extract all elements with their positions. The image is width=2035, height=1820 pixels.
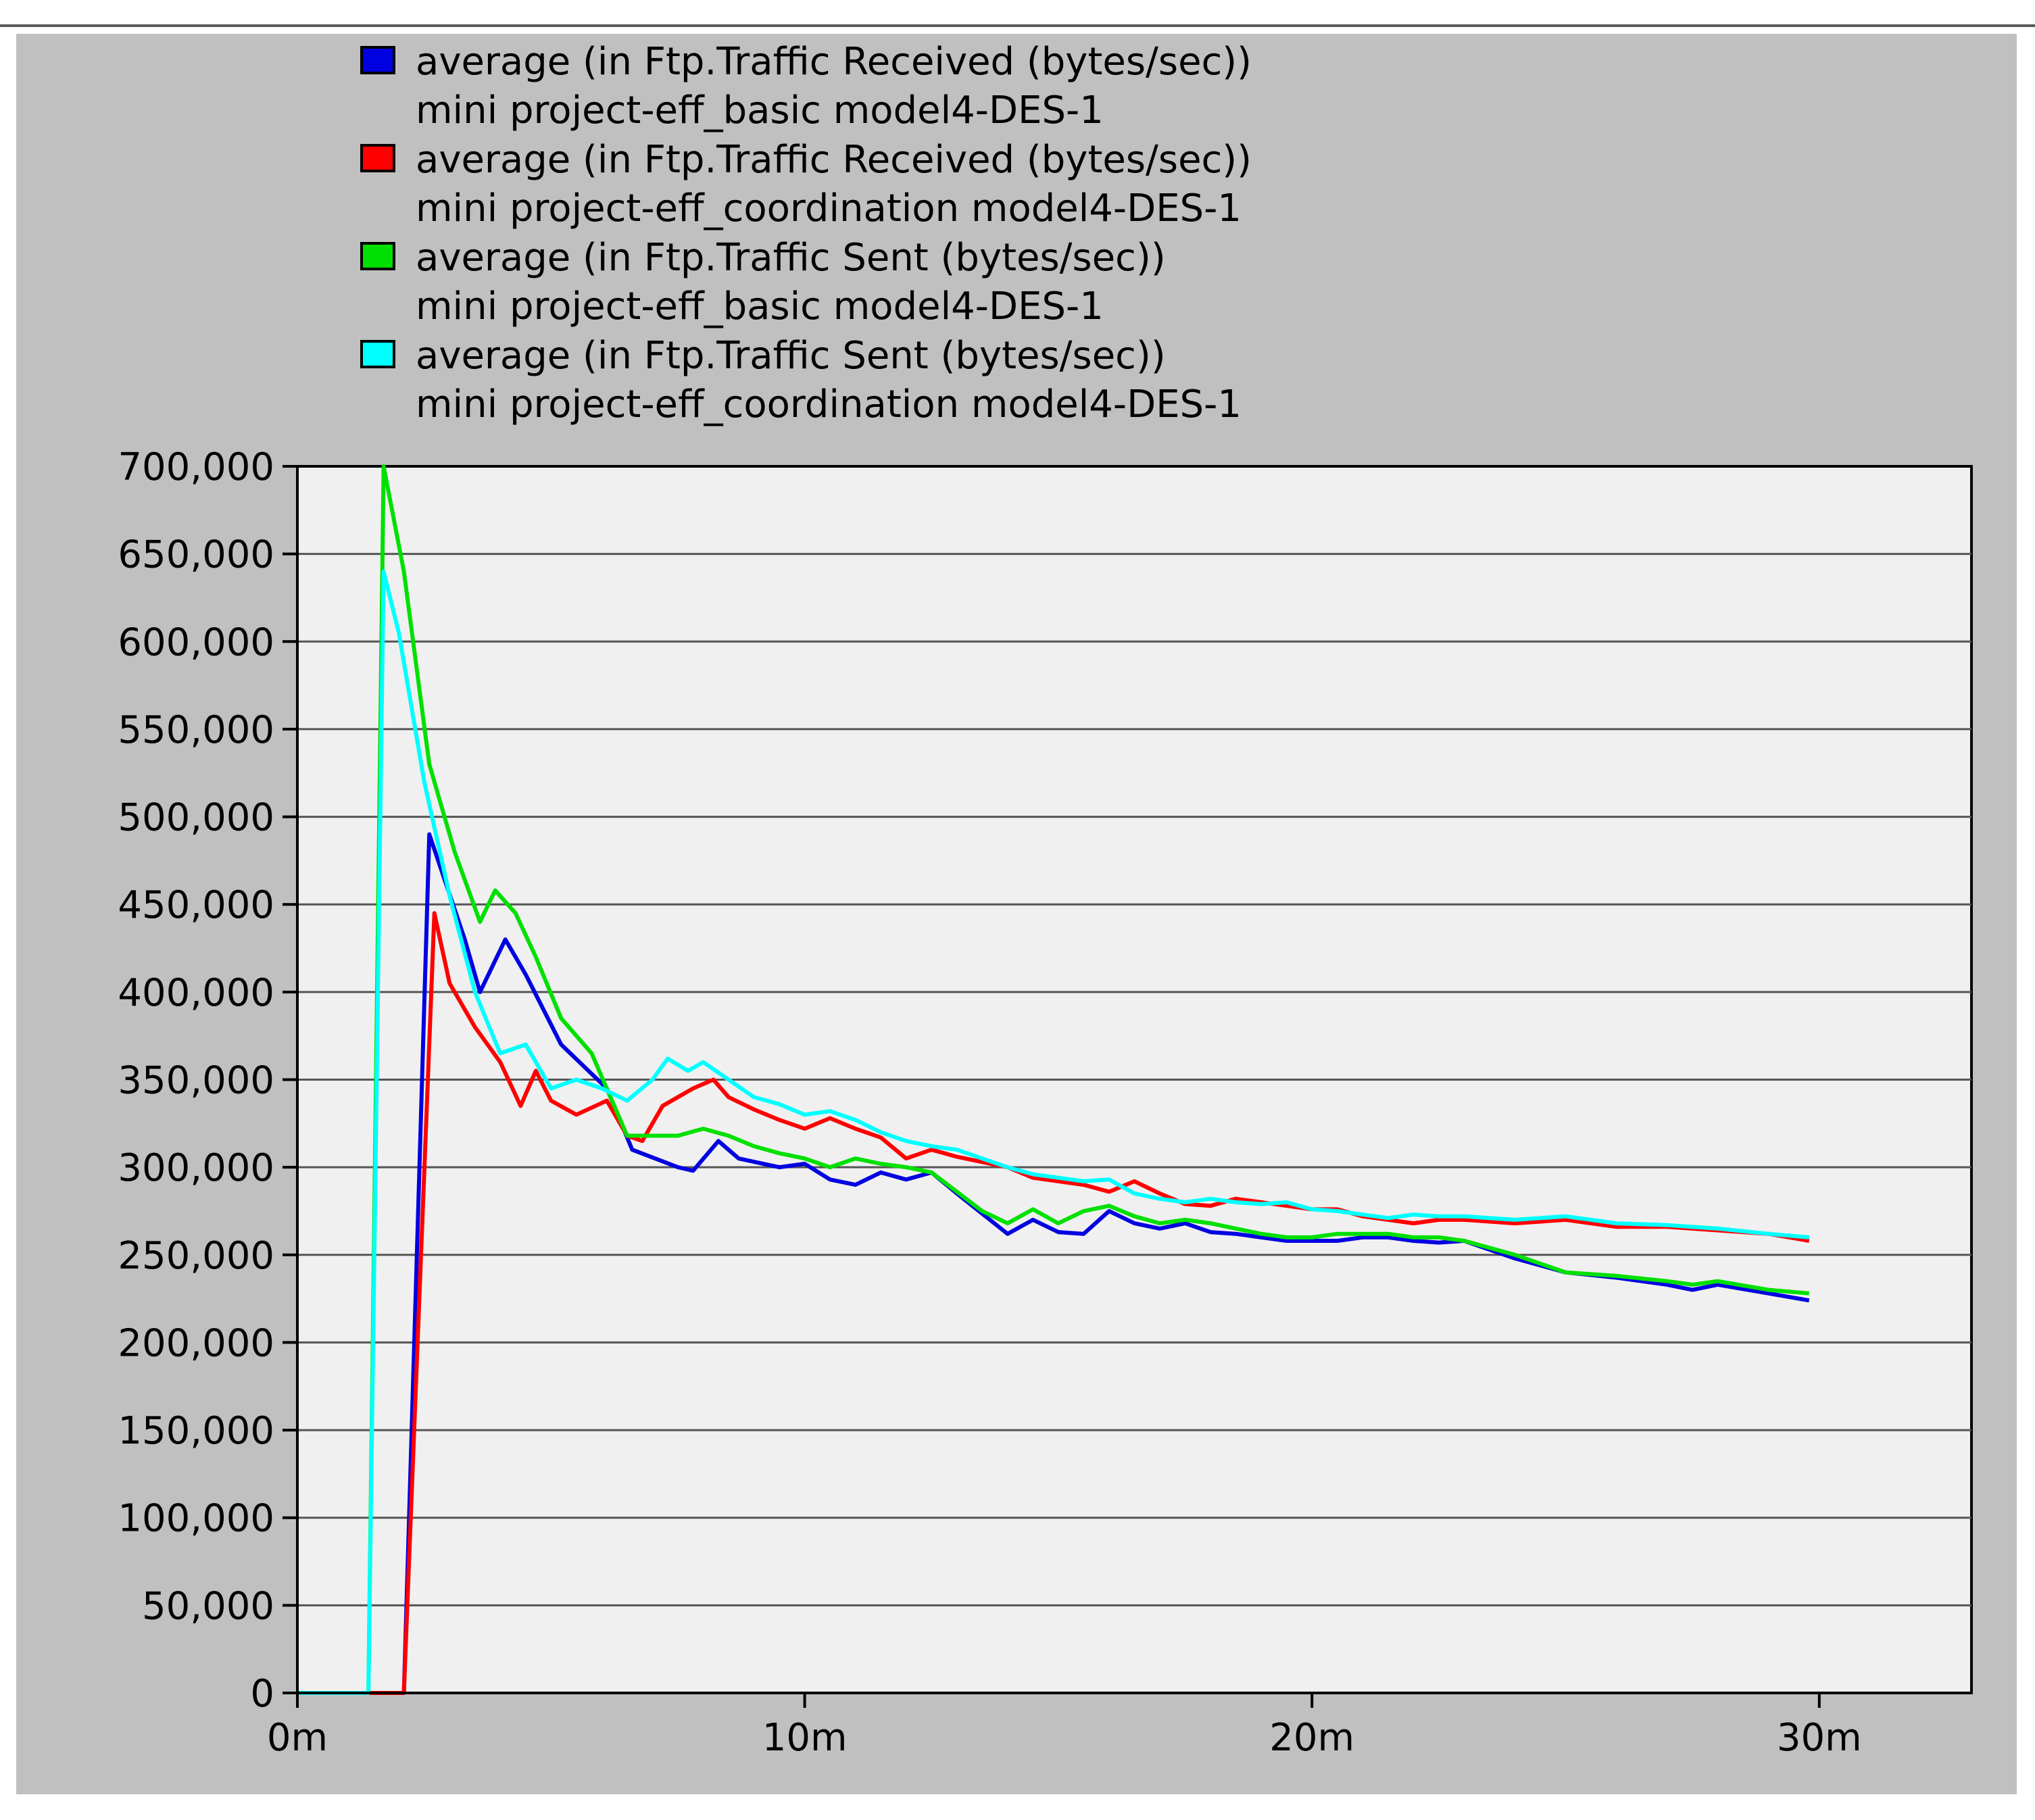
legend-swatch-3 [360, 340, 395, 368]
legend-label-3: average (in Ftp.Traffic Sent (bytes/sec)… [416, 334, 1166, 378]
series-line-2 [297, 464, 1810, 1695]
y-tick-label-7: 350,000 [118, 1059, 274, 1103]
y-tick-label-9: 450,000 [118, 883, 274, 927]
legend-label-1: average (in Ftp.Traffic Received (bytes/… [416, 138, 1252, 182]
x-tick-label-3: 30m [1777, 1716, 1862, 1760]
series-line-3 [297, 569, 1810, 1695]
y-tick-label-4: 200,000 [118, 1321, 274, 1365]
series-line-1 [297, 911, 1810, 1695]
y-tick-label-10: 500,000 [118, 796, 274, 840]
legend-swatch-1 [360, 144, 395, 172]
y-tick-label-1: 50,000 [142, 1584, 274, 1628]
series-lines [297, 464, 1810, 1695]
x-tick-label-2: 20m [1269, 1716, 1354, 1760]
y-tick-label-2: 100,000 [118, 1497, 274, 1541]
x-tick-label-1: 10m [762, 1716, 848, 1760]
legend-sublabel-1: mini project-eff_coordination model4-DES… [416, 187, 1242, 230]
legend-sublabel-0: mini project-eff_basic model4-DES-1 [416, 89, 1104, 132]
x-tick-label-0: 0m [267, 1716, 328, 1760]
legend-sublabel-3: mini project-eff_coordination model4-DES… [416, 383, 1242, 426]
y-tick-label-13: 650,000 [118, 533, 274, 577]
y-tick-label-8: 400,000 [118, 971, 274, 1015]
y-tick-label-6: 300,000 [118, 1146, 274, 1190]
window-top-edge [0, 0, 2035, 27]
y-tick-label-12: 600,000 [118, 620, 274, 664]
y-tick-label-3: 150,000 [118, 1409, 274, 1453]
y-tick-label-14: 700,000 [118, 445, 274, 489]
legend-sublabel-2: mini project-eff_basic model4-DES-1 [416, 285, 1104, 328]
legend-swatch-2 [360, 242, 395, 270]
y-axis-ticks: 0 50,000 100,000 150,000 200,000 250,000 300,0… [118, 445, 297, 1716]
x-axis-ticks: 0m 10m 20m 30m [267, 1693, 1862, 1760]
legend-label-2: average (in Ftp.Traffic Sent (bytes/sec)… [416, 236, 1166, 280]
y-tick-label-5: 250,000 [118, 1234, 274, 1278]
y-tick-label-0: 0 [250, 1672, 274, 1716]
legend-swatch-0 [360, 46, 395, 74]
legend: average (in Ftp.Traffic Received (bytes/… [360, 40, 1252, 426]
legend-label-0: average (in Ftp.Traffic Received (bytes/… [416, 40, 1252, 84]
y-tick-label-11: 550,000 [118, 708, 274, 752]
gridlines [297, 553, 1971, 1606]
